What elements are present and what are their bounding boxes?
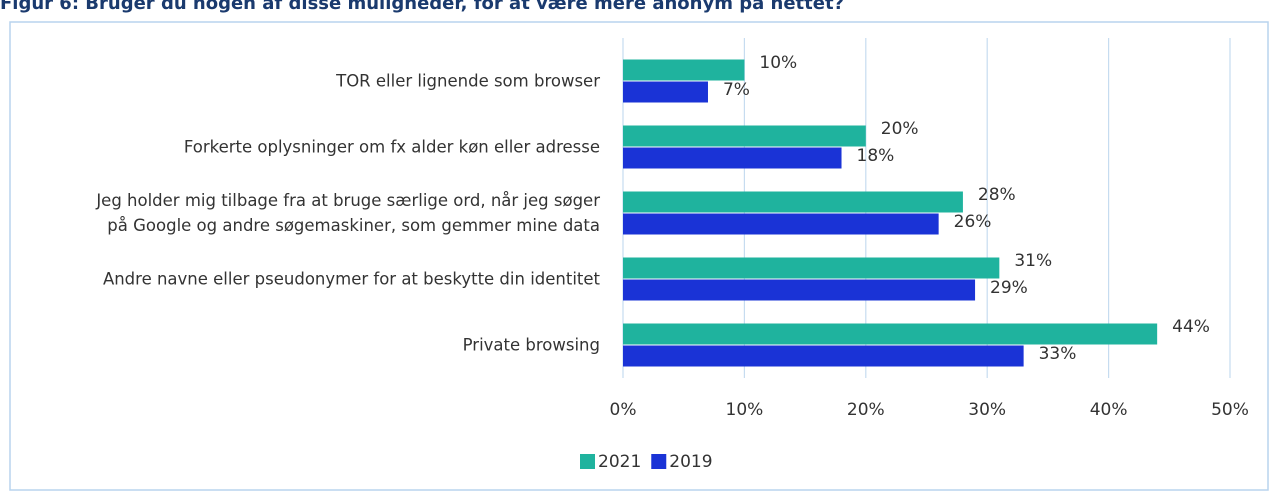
legend-label: 2019 (669, 452, 712, 472)
value-label: 18% (857, 146, 895, 166)
bar (623, 345, 1024, 367)
value-label: 10% (759, 53, 797, 73)
category-label: Andre navne eller pseudonymer for at bes… (102, 269, 600, 289)
bar (623, 257, 1000, 279)
bar (623, 191, 963, 213)
value-label: 7% (723, 80, 750, 100)
x-tick-label: 30% (968, 400, 1006, 420)
legend-label: 2021 (598, 452, 641, 472)
value-label: 29% (990, 278, 1028, 298)
category-label: Forkerte oplysninger om fx alder køn ell… (183, 137, 600, 157)
chart-title: Figur 6: Bruger du nogen af disse muligh… (0, 0, 844, 14)
x-tick-label: 50% (1211, 400, 1249, 420)
bar (623, 323, 1158, 345)
bar (623, 279, 976, 301)
x-tick-label: 10% (726, 400, 764, 420)
legend-swatch (580, 454, 595, 469)
bar (623, 213, 939, 235)
value-label: 31% (1014, 251, 1052, 271)
bar (623, 59, 745, 81)
value-label: 26% (954, 212, 992, 232)
x-tick-label: 20% (847, 400, 885, 420)
value-label: 33% (1039, 344, 1077, 364)
value-label: 28% (978, 185, 1016, 205)
legend-swatch (651, 454, 667, 469)
category-label: Private browsing (462, 335, 600, 355)
bar (623, 125, 866, 147)
category-label: TOR eller lignende som browser (336, 71, 600, 91)
category-label: Jeg holder mig tilbage fra at bruge særl… (96, 191, 600, 235)
value-label: 44% (1172, 317, 1210, 337)
value-label: 20% (881, 119, 919, 139)
x-tick-label: 40% (1090, 400, 1128, 420)
bar (623, 81, 708, 103)
x-tick-label: 0% (610, 400, 637, 420)
bar (623, 147, 842, 169)
